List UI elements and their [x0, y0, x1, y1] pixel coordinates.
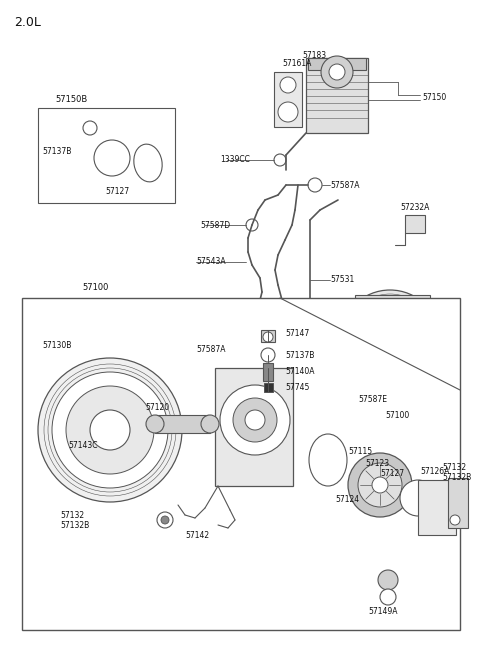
Circle shape — [348, 453, 412, 517]
Text: 2.0L: 2.0L — [14, 16, 41, 29]
Text: 57132B: 57132B — [442, 474, 471, 483]
Circle shape — [90, 410, 130, 450]
Text: 1339CC: 1339CC — [220, 155, 250, 164]
Text: 57143C: 57143C — [68, 441, 97, 449]
Text: 57531: 57531 — [330, 276, 354, 284]
Text: 57587D: 57587D — [200, 221, 230, 229]
Circle shape — [246, 219, 258, 231]
Circle shape — [66, 386, 154, 474]
Circle shape — [201, 415, 219, 433]
Circle shape — [274, 154, 286, 166]
Text: 57120: 57120 — [145, 403, 169, 413]
Text: 57149A: 57149A — [368, 607, 397, 616]
Bar — [448, 478, 468, 528]
Text: 57140A: 57140A — [285, 367, 314, 377]
Circle shape — [233, 398, 277, 442]
Circle shape — [261, 348, 275, 362]
Bar — [263, 363, 273, 381]
Bar — [261, 330, 275, 342]
Text: 57132B: 57132B — [60, 521, 89, 531]
Circle shape — [278, 102, 298, 122]
Text: 57232A: 57232A — [400, 204, 430, 212]
Text: 57126A: 57126A — [420, 468, 449, 476]
Bar — [355, 295, 430, 390]
Circle shape — [380, 589, 396, 605]
Text: 57147: 57147 — [285, 329, 309, 337]
Text: 57543A: 57543A — [196, 257, 226, 267]
Text: 57100: 57100 — [385, 411, 409, 419]
Text: 57115: 57115 — [348, 447, 372, 457]
Ellipse shape — [309, 434, 347, 486]
Circle shape — [308, 178, 322, 192]
Circle shape — [280, 77, 296, 93]
Text: 57161A: 57161A — [282, 58, 312, 67]
Text: 57150B: 57150B — [55, 96, 87, 105]
Circle shape — [263, 332, 273, 342]
Text: 57587A: 57587A — [196, 345, 226, 354]
Circle shape — [450, 515, 460, 525]
Text: 57150: 57150 — [422, 94, 446, 102]
Bar — [215, 368, 293, 486]
Bar — [22, 298, 460, 630]
Circle shape — [252, 344, 264, 356]
Circle shape — [329, 64, 345, 80]
Bar — [405, 215, 425, 233]
Text: 57137B: 57137B — [285, 350, 314, 360]
Text: 57100: 57100 — [82, 284, 108, 293]
Bar — [264, 383, 273, 392]
Text: 57183: 57183 — [302, 50, 326, 60]
Bar — [308, 58, 366, 70]
Ellipse shape — [134, 144, 162, 182]
Circle shape — [378, 570, 398, 590]
Text: 57123: 57123 — [365, 458, 389, 468]
Text: 57124: 57124 — [335, 495, 359, 504]
Text: 57142: 57142 — [185, 531, 209, 540]
Circle shape — [321, 56, 353, 88]
Bar — [38, 108, 175, 203]
Text: 57137B: 57137B — [42, 147, 72, 157]
Bar — [306, 58, 368, 133]
Text: 57127: 57127 — [380, 468, 404, 477]
Circle shape — [340, 290, 440, 390]
Text: 57587A: 57587A — [330, 181, 360, 189]
Circle shape — [94, 140, 130, 176]
Bar — [274, 72, 302, 127]
Circle shape — [157, 512, 173, 528]
Circle shape — [375, 325, 405, 355]
Bar — [155, 415, 210, 433]
Circle shape — [52, 372, 168, 488]
Circle shape — [220, 385, 290, 455]
Text: 57132: 57132 — [442, 464, 466, 472]
Circle shape — [358, 463, 402, 507]
Bar — [418, 480, 456, 535]
Circle shape — [146, 415, 164, 433]
Circle shape — [38, 358, 182, 502]
Text: 57130B: 57130B — [42, 341, 72, 350]
Text: 57587E: 57587E — [358, 396, 387, 405]
Text: 57127: 57127 — [105, 187, 129, 196]
Circle shape — [350, 300, 430, 380]
Text: 57745: 57745 — [285, 383, 310, 392]
Circle shape — [372, 477, 388, 493]
Circle shape — [161, 516, 169, 524]
Circle shape — [245, 410, 265, 430]
Circle shape — [400, 480, 436, 516]
Text: 57132: 57132 — [60, 510, 84, 519]
Circle shape — [83, 121, 97, 135]
